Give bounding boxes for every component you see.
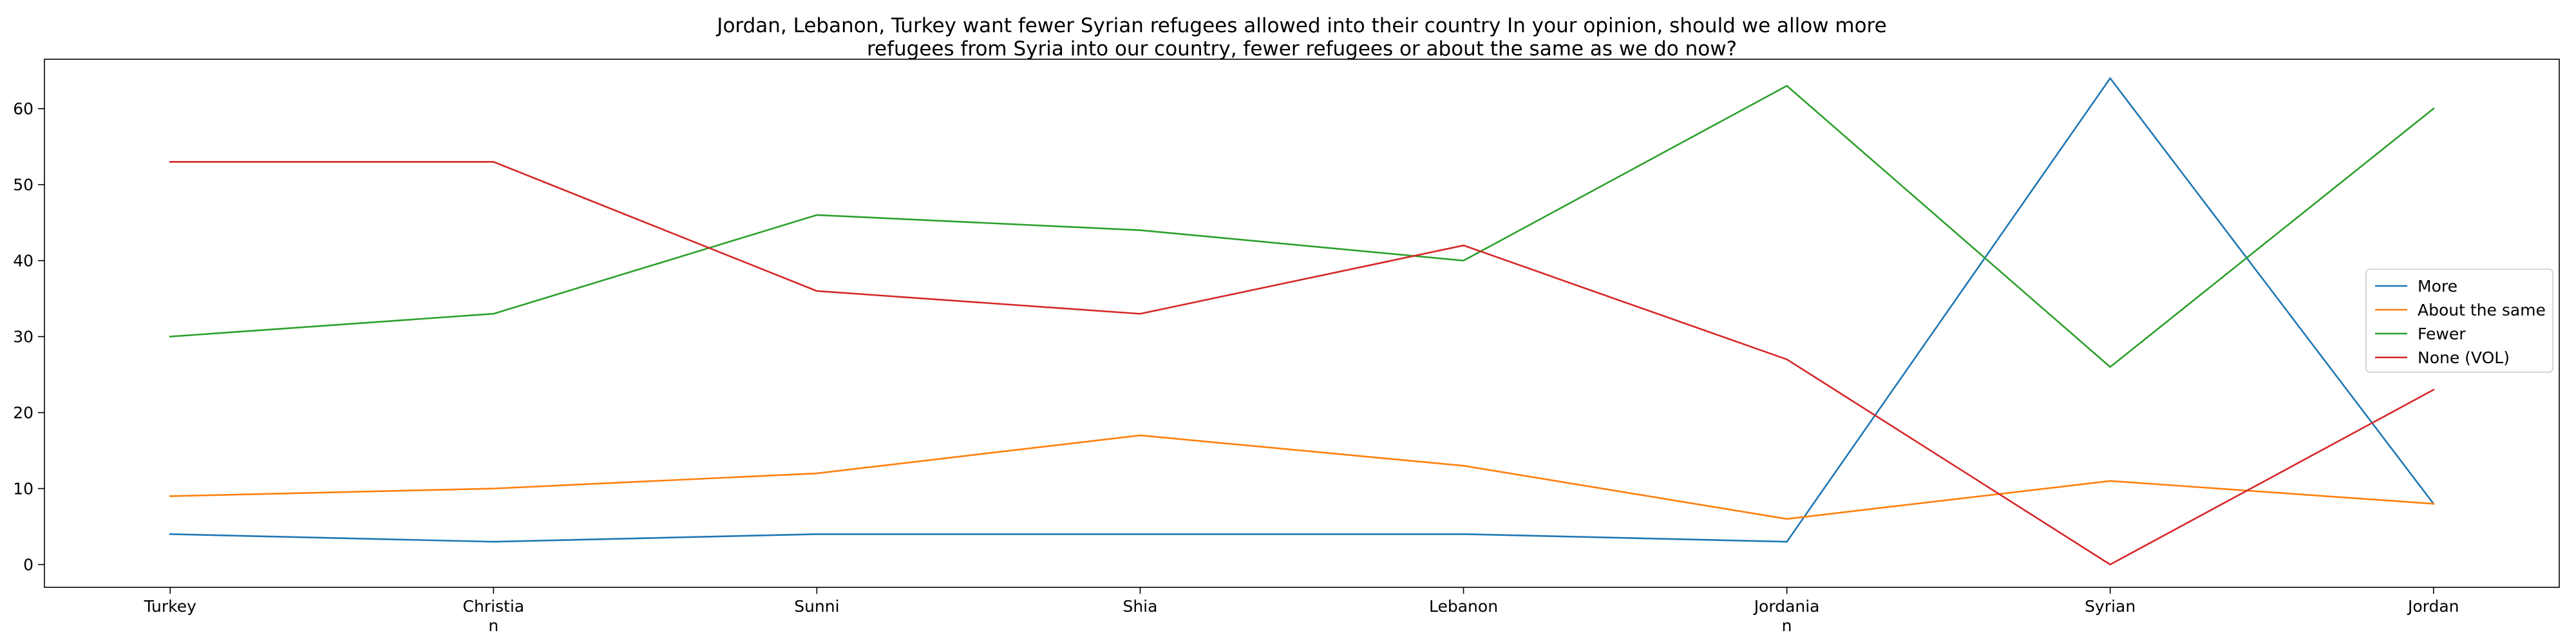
y-tick-label: 0 (23, 556, 33, 574)
x-tick-label: n (488, 616, 498, 635)
x-tick-label: Jordania (1753, 597, 1820, 616)
chart-title-line-1: Jordan, Lebanon, Turkey want fewer Syria… (715, 14, 1886, 37)
y-tick-label: 20 (13, 404, 33, 422)
series-line-fewer (169, 84, 2435, 368)
chart-title-line-2: refugees from Syria into our country, fe… (867, 37, 1737, 61)
x-tick-label: n (1782, 616, 1792, 635)
legend-label: About the same (2418, 301, 2546, 319)
legend-box (2365, 269, 2553, 373)
legend-label: More (2418, 277, 2458, 296)
y-tick-label: 40 (13, 252, 33, 270)
x-tick-label: Christia (463, 597, 525, 616)
y-tick-label: 50 (13, 176, 33, 194)
x-tick-label: Syrian (2085, 597, 2136, 616)
x-tick-label: Turkey (144, 597, 197, 616)
series-line-more (169, 77, 2435, 543)
y-tick-label: 10 (13, 480, 33, 498)
x-tick-label: Sunni (794, 597, 839, 616)
x-tick-label: Shia (1122, 597, 1157, 616)
plot-frame (44, 59, 2560, 588)
legend: More About the same Fewer None (VOL) (2365, 269, 2553, 373)
x-tick-label: Jordan (2407, 597, 2459, 616)
series-line-about-the-same (169, 434, 2435, 520)
legend-label: Fewer (2418, 325, 2466, 343)
series-lines (169, 77, 2435, 565)
y-axis: 0 10 20 30 40 50 60 (13, 100, 44, 574)
y-tick-label: 60 (13, 100, 33, 118)
x-tick-label: Lebanon (1429, 597, 1498, 616)
legend-label: None (VOL) (2418, 348, 2510, 367)
series-line-none-vol (169, 160, 2435, 565)
chart-title: Jordan, Lebanon, Turkey want fewer Syria… (715, 14, 1886, 61)
y-tick-label: 30 (13, 328, 33, 346)
